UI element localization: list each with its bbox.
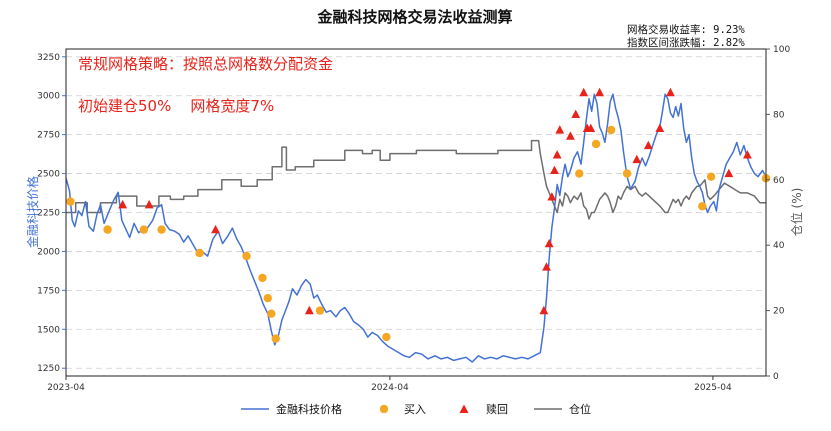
legend-price-label: 金融科技价格 — [276, 402, 342, 416]
sell-marker — [632, 154, 642, 164]
right-tick-label: 40 — [773, 241, 785, 251]
buy-marker — [622, 169, 632, 178]
buy-marker — [315, 306, 325, 315]
annotation-params: 初始建仓50% 网格宽度7% — [78, 97, 274, 115]
sell-marker — [552, 150, 562, 159]
right-tick-label: 100 — [773, 45, 790, 55]
sell-marker — [118, 199, 128, 209]
legend-buy-swatch — [379, 404, 389, 414]
legend-sell-label: 赎回 — [486, 402, 508, 416]
price-line — [65, 93, 767, 363]
left-tick-label: 3000 — [37, 92, 60, 102]
sell-marker — [655, 123, 665, 133]
left-tick-label: 2250 — [37, 209, 60, 219]
legend-buy-label: 买入 — [404, 403, 426, 416]
sell-marker — [566, 131, 575, 140]
sell-marker — [643, 140, 653, 150]
buy-marker — [157, 225, 166, 234]
sell-marker — [571, 109, 581, 118]
right-tick-label: 60 — [773, 176, 785, 186]
sell-marker — [542, 262, 551, 271]
x-tick-label: 2025-04 — [694, 383, 732, 393]
x-tick-label: 2023-04 — [47, 383, 85, 393]
stat-grid-return: 网格交易收益率: 9.23% — [627, 23, 745, 36]
buy-markers — [66, 125, 771, 343]
left-axis-label: 金融科技价格 — [25, 176, 40, 248]
buy-marker — [103, 225, 112, 234]
buy-marker — [139, 225, 149, 234]
left-tick-label: 2000 — [37, 247, 60, 257]
annotation-strategy: 常规网格策略：按照总网格数分配资金 — [78, 55, 333, 73]
left-tick-label: 1250 — [37, 364, 60, 374]
sell-marker — [144, 199, 154, 209]
buy-marker — [263, 293, 272, 303]
sell-markers — [118, 87, 752, 315]
position-series — [66, 139, 766, 220]
buy-marker — [698, 202, 707, 211]
buy-marker — [267, 309, 276, 318]
buy-marker — [575, 169, 584, 178]
position-line — [66, 139, 766, 220]
left-tick-label: 3250 — [37, 53, 60, 63]
right-tick-label: 0 — [773, 372, 779, 382]
price-series — [65, 93, 767, 363]
sell-marker — [555, 125, 565, 134]
sell-marker — [547, 192, 557, 201]
legend-position-label: 仓位 — [569, 402, 591, 416]
buy-marker — [66, 197, 75, 206]
stat-index-change: 指数区间涨跌幅: 2.82% — [627, 36, 745, 49]
x-axis-ticks: 2023-04 2024-04 2025-04 — [47, 376, 732, 393]
sell-marker — [724, 168, 734, 178]
sell-marker — [211, 224, 220, 234]
left-tick-label: 1500 — [37, 325, 60, 335]
buy-marker — [591, 139, 601, 149]
sell-marker — [550, 165, 559, 175]
left-tick-label: 2750 — [37, 131, 60, 141]
right-axis-ticks: 0 20 40 60 80 100 — [766, 45, 790, 382]
right-tick-label: 80 — [773, 110, 785, 120]
buy-marker — [242, 251, 251, 261]
sell-marker — [586, 123, 596, 133]
left-tick-label: 2500 — [37, 170, 60, 180]
sell-marker — [743, 150, 752, 159]
sell-marker — [666, 87, 675, 97]
buy-marker — [271, 334, 280, 343]
legend: 金融科技价格 买入 赎回 仓位 — [241, 402, 591, 416]
sell-marker — [539, 305, 549, 315]
buy-marker — [706, 172, 716, 181]
legend-sell-swatch — [459, 404, 469, 413]
sell-marker — [544, 238, 554, 248]
buy-marker — [382, 332, 391, 342]
x-tick-label: 2024-04 — [371, 383, 409, 393]
grid-lines — [66, 56, 766, 369]
sell-marker — [595, 87, 605, 97]
left-tick-label: 1750 — [37, 286, 60, 296]
right-tick-label: 20 — [773, 307, 785, 317]
chart-title: 金融科技网格交易法收益测算 — [316, 8, 512, 26]
right-axis-label: 仓位 (%) — [789, 188, 804, 237]
left-axis-ticks: 1250 1500 1750 2000 2250 2500 2750 3000 3250 — [37, 53, 66, 374]
sell-marker — [579, 87, 589, 97]
buy-marker — [195, 248, 204, 258]
sell-marker — [304, 305, 314, 315]
buy-marker — [258, 273, 267, 283]
buy-marker — [606, 125, 616, 135]
